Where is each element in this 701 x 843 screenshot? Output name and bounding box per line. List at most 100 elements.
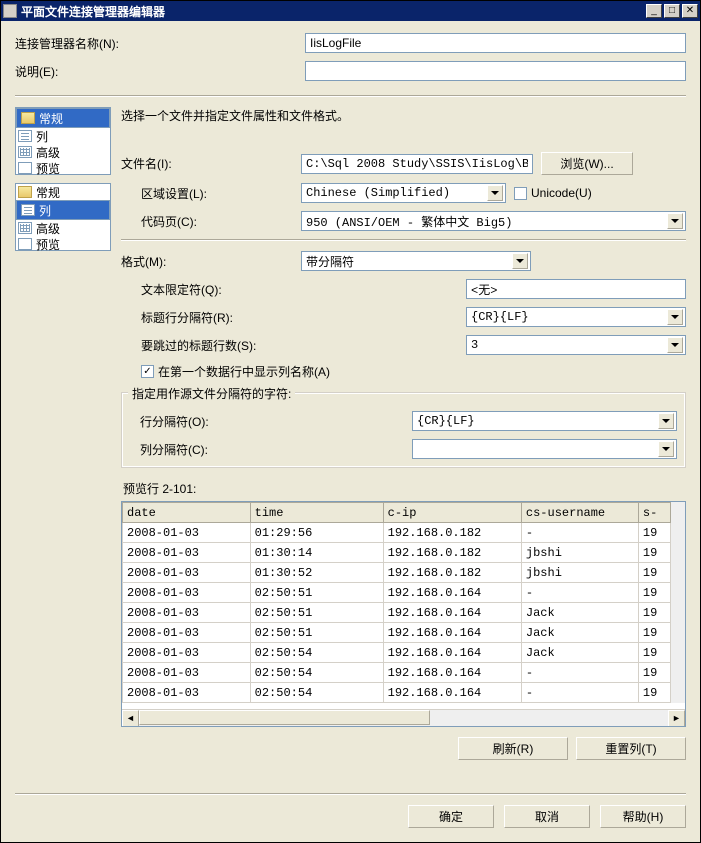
table-cell: 02:50:51 bbox=[250, 623, 383, 643]
text-qualifier-input[interactable] bbox=[466, 279, 686, 299]
locale-select[interactable]: Chinese (Simplified) bbox=[301, 183, 506, 203]
table-cell: 02:50:51 bbox=[250, 583, 383, 603]
table-cell: 2008-01-03 bbox=[123, 643, 251, 663]
table-cell: 19 bbox=[638, 623, 670, 643]
table-row[interactable]: 2008-01-0301:30:14192.168.0.182jbshi19 bbox=[123, 543, 671, 563]
maximize-button[interactable]: □ bbox=[664, 4, 680, 18]
nav-item-advanced[interactable]: 高级 bbox=[16, 144, 110, 160]
format-label: 格式(M): bbox=[121, 253, 301, 270]
ok-button[interactable]: 确定 bbox=[408, 805, 494, 828]
table-cell: Jack bbox=[521, 623, 638, 643]
nav-item-preview-2[interactable]: 预览 bbox=[16, 236, 110, 252]
chevron-down-icon bbox=[512, 253, 528, 269]
table-row[interactable]: 2008-01-0302:50:54192.168.0.164-19 bbox=[123, 683, 671, 703]
locale-label: 区域设置(L): bbox=[121, 185, 301, 202]
minimize-button[interactable]: _ bbox=[646, 4, 662, 18]
horizontal-scrollbar[interactable]: ◄ ► bbox=[122, 709, 685, 726]
table-cell: jbshi bbox=[521, 543, 638, 563]
table-cell: 01:29:56 bbox=[250, 523, 383, 543]
table-cell: 02:50:51 bbox=[250, 603, 383, 623]
browse-button[interactable]: 浏览(W)... bbox=[541, 152, 633, 175]
conn-mgr-name-label: 连接管理器名称(N): bbox=[15, 35, 305, 52]
instruction-text: 选择一个文件并指定文件属性和文件格式。 bbox=[121, 107, 686, 124]
codepage-label: 代码页(C): bbox=[121, 213, 301, 230]
row-delim-label: 行分隔符(O): bbox=[140, 413, 412, 430]
scroll-right-button[interactable]: ► bbox=[668, 710, 685, 727]
row-delim-select[interactable]: {CR}{LF} bbox=[412, 411, 677, 431]
table-cell: 19 bbox=[638, 543, 670, 563]
column-header[interactable]: date bbox=[123, 503, 251, 523]
table-cell: 19 bbox=[638, 583, 670, 603]
skip-rows-input[interactable]: 3 bbox=[466, 335, 686, 355]
preview-icon bbox=[18, 238, 32, 250]
nav-item-columns-2[interactable]: 列 bbox=[16, 200, 110, 220]
table-cell: 19 bbox=[638, 683, 670, 703]
column-header[interactable]: c-ip bbox=[383, 503, 521, 523]
filename-input[interactable] bbox=[301, 154, 533, 174]
chevron-down-icon bbox=[667, 213, 683, 229]
table-cell: 192.168.0.164 bbox=[383, 663, 521, 683]
format-select[interactable]: 带分隔符 bbox=[301, 251, 531, 271]
table-cell: jbshi bbox=[521, 563, 638, 583]
scroll-left-button[interactable]: ◄ bbox=[122, 710, 139, 727]
table-cell: 02:50:54 bbox=[250, 683, 383, 703]
nav-panel-2: 常规 列 高级 预览 bbox=[15, 183, 111, 251]
col-delim-select[interactable] bbox=[412, 439, 677, 459]
refresh-button[interactable]: 刷新(R) bbox=[458, 737, 568, 760]
nav-item-columns[interactable]: 列 bbox=[16, 128, 110, 144]
scroll-thumb[interactable] bbox=[139, 710, 430, 725]
chevron-down-icon bbox=[658, 441, 674, 457]
column-header[interactable]: cs-username bbox=[521, 503, 638, 523]
codepage-select[interactable]: 950 (ANSI/OEM - 繁体中文 Big5) bbox=[301, 211, 686, 231]
table-row[interactable]: 2008-01-0302:50:51192.168.0.164Jack19 bbox=[123, 603, 671, 623]
header-delim-select[interactable]: {CR}{LF} bbox=[466, 307, 686, 327]
close-button[interactable]: ✕ bbox=[682, 4, 698, 18]
groupbox-title: 指定用作源文件分隔符的字符: bbox=[128, 385, 295, 402]
table-cell: 19 bbox=[638, 523, 670, 543]
table-cell: 192.168.0.164 bbox=[383, 683, 521, 703]
table-row[interactable]: 2008-01-0302:50:54192.168.0.164-19 bbox=[123, 663, 671, 683]
table-row[interactable]: 2008-01-0302:50:54192.168.0.164Jack19 bbox=[123, 643, 671, 663]
table-cell: - bbox=[521, 663, 638, 683]
table-cell: 19 bbox=[638, 563, 670, 583]
nav-item-general[interactable]: 常规 bbox=[16, 108, 110, 128]
grid-icon bbox=[18, 222, 32, 234]
dialog-window: 平面文件连接管理器编辑器 _ □ ✕ 连接管理器名称(N): 说明(E): 常规… bbox=[0, 0, 701, 843]
table-row[interactable]: 2008-01-0302:50:51192.168.0.164Jack19 bbox=[123, 623, 671, 643]
nav-item-advanced-2[interactable]: 高级 bbox=[16, 220, 110, 236]
nav-item-general-2[interactable]: 常规 bbox=[16, 184, 110, 200]
preview-icon bbox=[18, 162, 32, 174]
folder-icon bbox=[21, 112, 35, 124]
columns-icon bbox=[18, 130, 32, 142]
header-delim-label: 标题行分隔符(R): bbox=[121, 309, 301, 326]
unicode-checkbox[interactable]: Unicode(U) bbox=[514, 186, 592, 200]
vertical-scrollbar[interactable] bbox=[671, 502, 685, 703]
conn-mgr-name-input[interactable] bbox=[305, 33, 686, 53]
text-qualifier-label: 文本限定符(Q): bbox=[121, 281, 301, 298]
reset-columns-button[interactable]: 重置列(T) bbox=[576, 737, 686, 760]
table-cell: 192.168.0.182 bbox=[383, 523, 521, 543]
folder-icon bbox=[18, 186, 32, 198]
help-button[interactable]: 帮助(H) bbox=[600, 805, 686, 828]
description-input[interactable] bbox=[305, 61, 686, 81]
cancel-button[interactable]: 取消 bbox=[504, 805, 590, 828]
table-row[interactable]: 2008-01-0301:30:52192.168.0.182jbshi19 bbox=[123, 563, 671, 583]
table-cell: 19 bbox=[638, 663, 670, 683]
table-cell: 192.168.0.164 bbox=[383, 583, 521, 603]
table-row[interactable]: 2008-01-0301:29:56192.168.0.182-19 bbox=[123, 523, 671, 543]
table-cell: 2008-01-03 bbox=[123, 603, 251, 623]
table-cell: 02:50:54 bbox=[250, 663, 383, 683]
column-header[interactable]: s- bbox=[638, 503, 670, 523]
col-delim-label: 列分隔符(C): bbox=[140, 441, 412, 458]
window-title: 平面文件连接管理器编辑器 bbox=[21, 3, 646, 20]
first-row-names-checkbox[interactable]: ✓在第一个数据行中显示列名称(A) bbox=[141, 363, 330, 380]
table-cell: - bbox=[521, 583, 638, 603]
table-cell: 192.168.0.182 bbox=[383, 543, 521, 563]
table-cell: - bbox=[521, 523, 638, 543]
table-row[interactable]: 2008-01-0302:50:51192.168.0.164-19 bbox=[123, 583, 671, 603]
filename-label: 文件名(I): bbox=[121, 155, 301, 172]
table-cell: 192.168.0.164 bbox=[383, 623, 521, 643]
columns-icon bbox=[21, 204, 35, 216]
nav-item-preview[interactable]: 预览 bbox=[16, 160, 110, 176]
column-header[interactable]: time bbox=[250, 503, 383, 523]
